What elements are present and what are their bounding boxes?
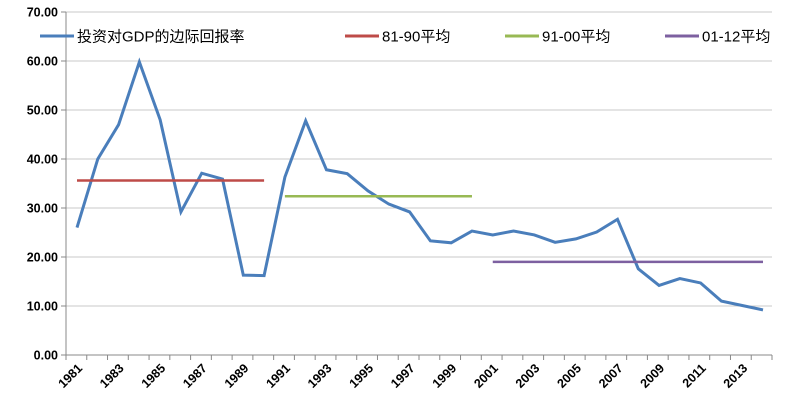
x-tick-label: 2009 — [638, 361, 668, 391]
x-tick-label: 1997 — [388, 361, 418, 391]
series-lines — [75, 57, 764, 312]
x-tick-label: 1993 — [305, 361, 335, 391]
legend-label: 91-00平均 — [542, 29, 610, 46]
y-tick-label: 20.00 — [27, 251, 58, 265]
y-tick-label: 50.00 — [27, 104, 58, 118]
legend-label: 投资对GDP的边际回报率 — [77, 29, 245, 46]
y-tick-label: 40.00 — [27, 153, 58, 167]
y-tick-label: 0.00 — [34, 349, 58, 363]
x-tick-label: 1985 — [139, 361, 169, 391]
legend: 投资对GDP的边际回报率 81-90平均 91-00平均 01-12平均 — [40, 29, 770, 46]
y-tick-label: 60.00 — [27, 55, 58, 69]
x-tick-label: 1995 — [347, 361, 377, 391]
x-tick-label: 2005 — [554, 361, 584, 391]
x-axis: 1981 1983 1985 1987 1989 1991 1993 1995 1997 1999… — [56, 354, 773, 391]
y-axis-ticks: 0.00 10.00 20.00 30.00 40.00 50.00 60.00 70.00 — [27, 6, 67, 363]
x-tick-label: 1981 — [56, 361, 86, 391]
y-tick-label: 70.00 — [27, 6, 58, 20]
x-tick-label: 2011 — [680, 361, 709, 390]
legend-label: 81-90平均 — [382, 29, 450, 46]
x-tick-label: 2007 — [596, 361, 626, 391]
x-tick-label: 1987 — [180, 361, 210, 391]
x-tick-label: 2001 — [471, 361, 501, 391]
y-tick-label: 10.00 — [27, 300, 58, 314]
x-tick-label: 1991 — [263, 361, 293, 391]
legend-label: 01-12平均 — [702, 29, 770, 46]
x-tick-label: 1989 — [222, 361, 252, 391]
series-line-main — [75, 57, 764, 312]
x-tick-label: 1999 — [430, 361, 460, 391]
x-tick-label: 1983 — [97, 361, 127, 391]
y-tick-label: 30.00 — [27, 202, 58, 216]
x-tick-label: 2003 — [513, 361, 543, 391]
x-tick-label: 2013 — [721, 361, 751, 391]
